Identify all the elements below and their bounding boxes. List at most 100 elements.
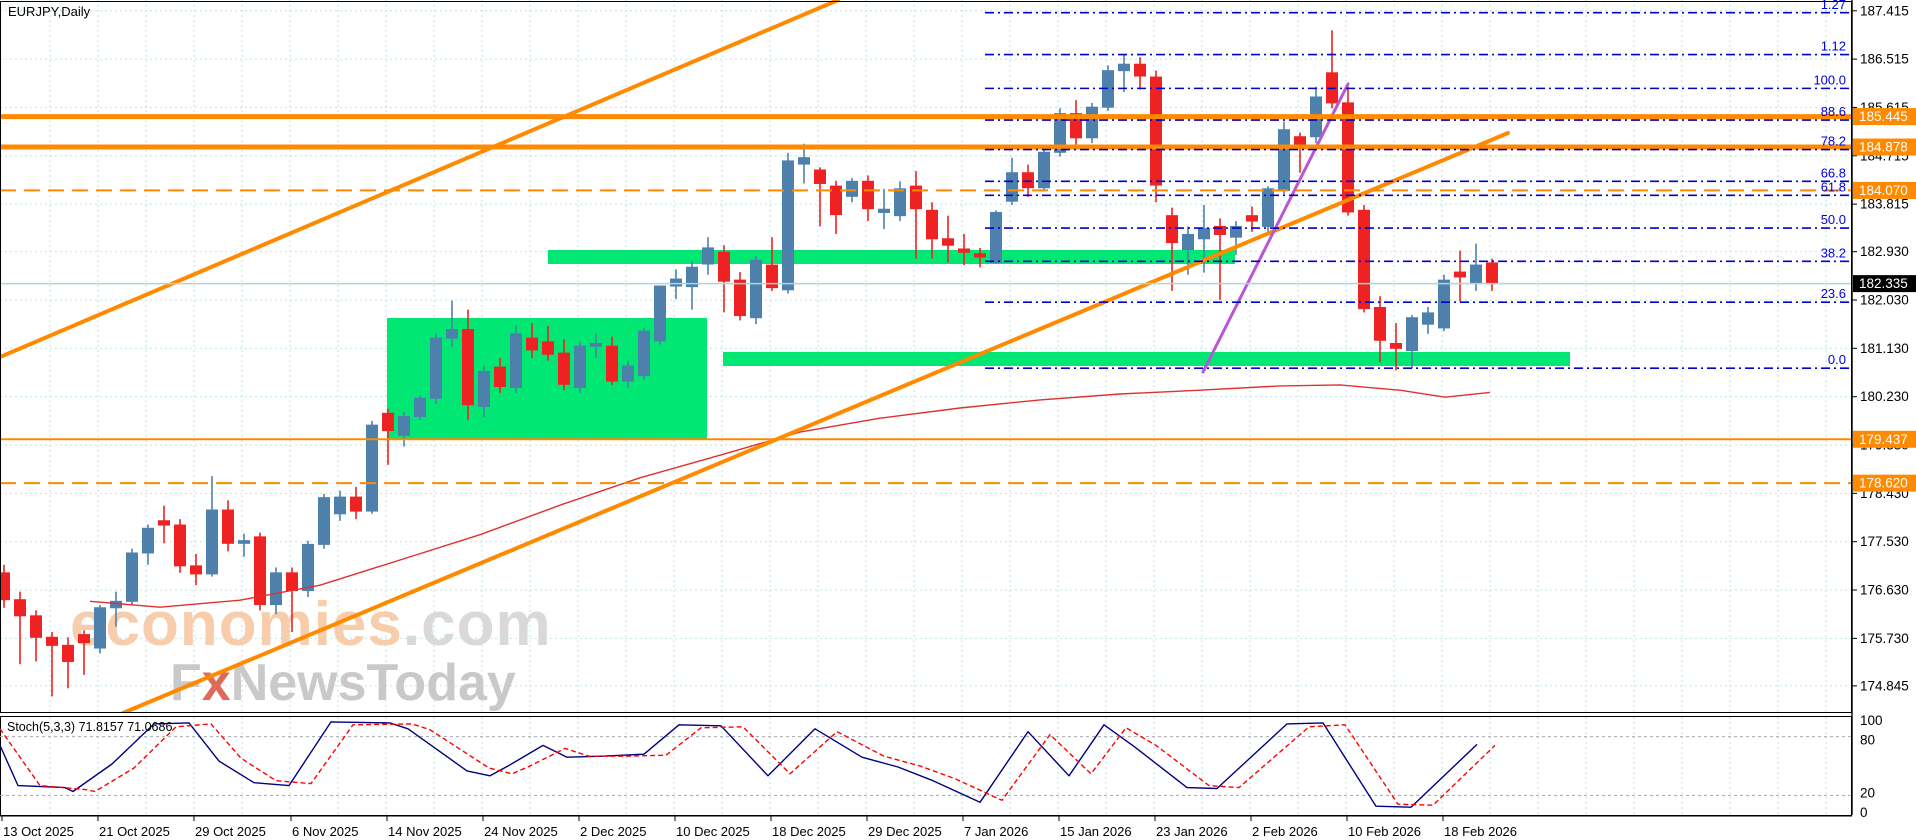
- candle-body: [750, 259, 762, 319]
- candle-body: [1182, 233, 1194, 251]
- candle-body: [414, 397, 426, 418]
- price-badge-text: 179.437: [1859, 432, 1908, 447]
- candle-body: [1214, 225, 1226, 235]
- candle-body: [782, 160, 794, 291]
- candle-body: [702, 247, 714, 265]
- candle-body: [190, 565, 202, 575]
- fibonacci-levels: 1.27 1.12 100.0 88.6 78.2 66.861.8 50.0 38.2 23.…: [985, 0, 1852, 370]
- date-axis: 13 Oct 2025 21 Oct 2025 29 Oct 2025 6 Nov 2…: [0, 815, 1852, 839]
- candle-body: [1166, 215, 1178, 244]
- candle-body: [382, 412, 394, 432]
- date-axis-label: 24 Nov 2025: [484, 824, 558, 839]
- candle-body: [1294, 136, 1306, 146]
- candle-body: [590, 343, 602, 347]
- fib-label: 50.0: [1821, 212, 1846, 227]
- candle-body: [1358, 209, 1370, 310]
- candle-body: [1470, 264, 1482, 284]
- price-axis-label: 175.730: [1860, 631, 1909, 646]
- candle-body: [638, 330, 650, 377]
- candle-body: [286, 572, 298, 592]
- candle-body: [158, 520, 170, 526]
- date-axis-label: 14 Nov 2025: [388, 824, 462, 839]
- candle-body: [830, 185, 842, 216]
- candle-body: [206, 509, 218, 575]
- trendline-channel-lower: [121, 131, 1510, 713]
- date-axis-label: 23 Jan 2026: [1156, 824, 1228, 839]
- candle-body: [1038, 151, 1050, 189]
- stochastic-panel[interactable]: 100 80 20 0: [0, 713, 1883, 820]
- candle-body: [366, 424, 378, 512]
- candle-body: [222, 509, 234, 544]
- candle-body: [766, 264, 778, 289]
- candle-body: [670, 278, 682, 287]
- candle-body: [398, 416, 410, 436]
- date-axis-label: 15 Jan 2026: [1060, 824, 1132, 839]
- price-axis: 187.415186.515185.615184.715183.815182.9…: [1851, 0, 1916, 815]
- watermark-fxnewstoday: FxNewsToday: [170, 654, 516, 712]
- candle-body: [814, 169, 826, 184]
- candle-body: [94, 607, 106, 649]
- fib-label: 23.6: [1821, 286, 1846, 301]
- candle-body: [958, 248, 970, 253]
- date-axis-label: 18 Feb 2026: [1444, 824, 1517, 839]
- price-badge-text: 182.335: [1859, 276, 1908, 291]
- candle-body: [798, 157, 810, 165]
- candle-body: [1230, 225, 1242, 238]
- candle-body: [926, 209, 938, 240]
- candle-body: [334, 496, 346, 515]
- candle-body: [30, 615, 42, 638]
- candle-body: [62, 644, 74, 662]
- date-axis-label: 13 Oct 2025: [3, 824, 74, 839]
- candle-body: [574, 345, 586, 389]
- fib-label: 78.2: [1821, 134, 1846, 149]
- date-axis-label: 10 Dec 2025: [676, 824, 750, 839]
- price-axis-label: 183.815: [1860, 197, 1909, 212]
- candle-body: [974, 253, 986, 258]
- candle-body: [78, 634, 90, 644]
- stoch-main-line: [0, 721, 1478, 808]
- price-badge: [1853, 474, 1916, 492]
- candle-body: [142, 527, 154, 554]
- price-axis-label: 176.630: [1860, 583, 1909, 598]
- green-zone: [723, 352, 1570, 366]
- candle-body: [350, 496, 362, 512]
- candle-body: [542, 341, 554, 355]
- candle-body: [622, 365, 634, 382]
- fib-label: 66.8: [1821, 165, 1846, 180]
- candle-body: [1486, 262, 1498, 285]
- candle-body: [494, 366, 506, 387]
- candle-body: [910, 185, 922, 210]
- date-axis-label: 6 Nov 2025: [292, 824, 359, 839]
- candle-body: [1342, 102, 1354, 213]
- candle-body: [654, 285, 666, 342]
- fib-label: 0.0: [1828, 352, 1846, 367]
- candle-body: [894, 188, 906, 217]
- candle-body: [846, 180, 858, 197]
- candle-body: [1086, 106, 1098, 139]
- candle-body: [0, 572, 10, 601]
- candle-body: [1054, 113, 1066, 153]
- candle-body: [1390, 343, 1402, 349]
- candle-body: [942, 238, 954, 246]
- candle-body: [14, 599, 26, 617]
- candle-body: [1246, 215, 1258, 222]
- candle-body: [1422, 312, 1434, 325]
- candle-body: [1070, 113, 1082, 139]
- date-axis-label: 29 Dec 2025: [868, 824, 942, 839]
- date-axis-label: 2 Dec 2025: [580, 824, 647, 839]
- candle-body: [254, 536, 266, 606]
- date-axis-label: 10 Feb 2026: [1348, 824, 1421, 839]
- price-axis-label: 181.130: [1860, 341, 1909, 356]
- price-badge-text: 184.070: [1859, 183, 1908, 198]
- candle-body: [526, 337, 538, 351]
- fib-label: 1.12: [1821, 39, 1846, 54]
- date-axis-label: 18 Dec 2025: [772, 824, 846, 839]
- candle-body: [862, 180, 874, 210]
- stoch-border: [0, 716, 1852, 816]
- candle-body: [1134, 63, 1146, 77]
- price-badge: [1853, 181, 1916, 199]
- candle-body: [318, 497, 330, 545]
- date-axis-label: 29 Oct 2025: [195, 824, 266, 839]
- date-axis-label: 7 Jan 2026: [964, 824, 1028, 839]
